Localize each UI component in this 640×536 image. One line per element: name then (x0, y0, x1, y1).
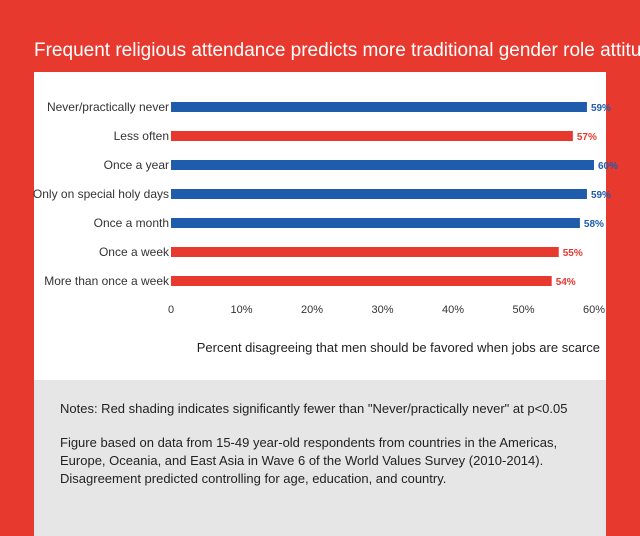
notes-panel: Notes: Red shading indicates significant… (34, 380, 606, 536)
x-tick-label: 30% (371, 304, 393, 316)
category-label: Once a week (99, 245, 170, 259)
bar-chart: Never/practically never 59% Less often 57% O… (33, 100, 618, 316)
bar (171, 247, 559, 257)
category-label: Less often (114, 129, 169, 143)
chart-title: Frequent religious attendance predicts m… (34, 30, 640, 72)
value-label: 59% (591, 190, 611, 201)
bar (171, 102, 587, 112)
category-label: More than once a week (44, 274, 170, 288)
bar (171, 131, 573, 141)
category-label: Never/practically never (47, 100, 169, 114)
value-label: 59% (591, 103, 611, 114)
value-label: 55% (563, 248, 583, 259)
category-label: Once a year (104, 158, 169, 172)
x-tick-label: 10% (230, 304, 252, 316)
x-tick-label: 60% (583, 304, 605, 316)
value-label: 54% (556, 277, 576, 288)
notes-significance: Notes: Red shading indicates significant… (60, 401, 568, 416)
bar (171, 218, 580, 228)
x-tick-label: 40% (442, 304, 464, 316)
bar (171, 189, 587, 199)
x-tick-label: 20% (301, 304, 323, 316)
notes-source: Figure based on data from 15-49 year-old… (60, 435, 558, 486)
x-tick-label: 50% (512, 304, 534, 316)
category-label: Once a month (94, 216, 169, 230)
bar (171, 160, 594, 170)
value-label: 57% (577, 132, 597, 143)
value-label: 60% (598, 161, 618, 172)
value-label: 58% (584, 219, 604, 230)
x-axis-label: Percent disagreeing that men should be f… (196, 340, 600, 355)
x-tick-label: 0 (168, 304, 174, 316)
bar (171, 276, 552, 286)
category-label: Only on special holy days (33, 187, 169, 201)
